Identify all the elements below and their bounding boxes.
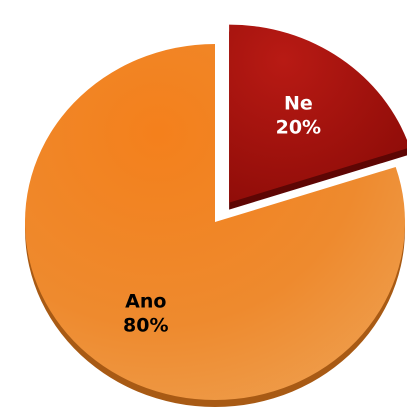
pie-slice-ne <box>229 24 407 203</box>
slice-label-name-ano: Ano <box>125 290 166 312</box>
pie-slices <box>25 24 407 408</box>
pie-slice-ano <box>25 44 406 400</box>
slice-label-value-ne: 20% <box>276 116 321 138</box>
slice-label-name-ne: Ne <box>284 92 313 114</box>
slice-label-value-ano: 80% <box>123 314 168 336</box>
